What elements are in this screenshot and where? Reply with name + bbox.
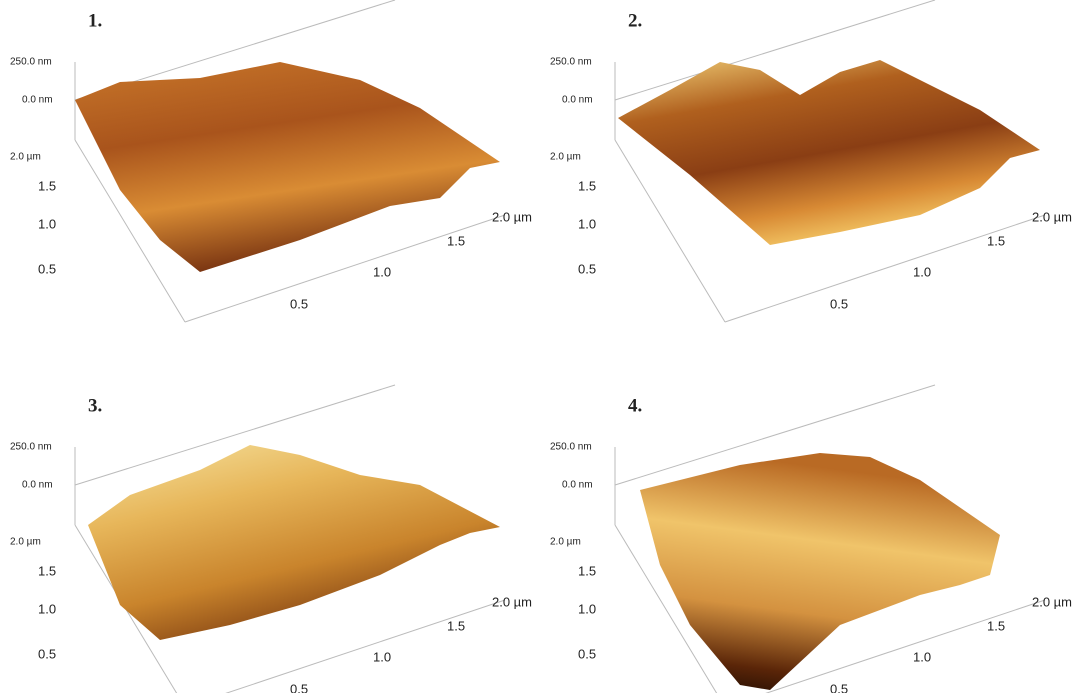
x-axis-label: 1.0 [373,264,391,279]
x-axis-label: 2.0 µm [1032,594,1072,609]
x-axis-label: 1.5 [987,233,1005,248]
y-axis-label: 0.5 [38,261,56,276]
panel-label: 1. [88,10,102,31]
y-axis-label: 1.0 [578,601,596,616]
z-axis-label: 250.0 nm [10,442,52,453]
y-axis-label: 2.0 µm [550,537,581,548]
x-axis-label: 0.5 [290,681,308,693]
y-axis-label: 1.0 [578,216,596,231]
afm-panel: 4. 250.0 nm 0.0 nm 2.0 µm 1.5 1.0 0.5 0.5 1.0 1.5… [550,385,1072,693]
x-axis-label: 1.0 [373,649,391,664]
y-axis-label: 0.5 [38,646,56,661]
x-axis-label: 2.0 µm [492,209,532,224]
afm-surface [640,453,1000,690]
y-axis-label: 2.0 µm [10,537,41,548]
y-axis-label: 0.5 [578,646,596,661]
y-axis-label: 1.0 [38,601,56,616]
x-axis-label: 1.5 [447,618,465,633]
z-axis-label: 0.0 nm [562,95,593,106]
z-axis-label: 250.0 nm [10,57,52,68]
y-axis-label: 0.5 [578,261,596,276]
x-axis-label: 0.5 [830,296,848,311]
x-axis-label: 2.0 µm [492,594,532,609]
y-axis-label: 2.0 µm [550,152,581,163]
x-axis-label: 1.0 [913,264,931,279]
x-axis-label: 2.0 µm [1032,209,1072,224]
panel-label: 3. [88,395,102,416]
figure: 1. 250.0 nm 0.0 nm 2.0 µm 1.5 1.0 0.5 0.5 1.0 1.5… [0,0,1079,693]
panel-label: 2. [628,10,642,31]
y-axis-label: 1.5 [578,563,596,578]
z-axis-label: 250.0 nm [550,57,592,68]
y-axis-label: 2.0 µm [10,152,41,163]
z-axis-label: 0.0 nm [562,480,593,491]
afm-panel: 2. 250.0 nm 0.0 nm 2.0 µm 1.5 1.0 0.5 0.5 1.0 1.5… [550,0,1072,322]
x-axis-label: 1.5 [987,618,1005,633]
y-axis-label: 1.5 [38,563,56,578]
afm-panel: 3. 250.0 nm 0.0 nm 2.0 µm 1.5 1.0 0.5 0.5 1.0 1.5… [10,385,532,693]
afm-surface [618,60,1040,245]
x-axis-label: 0.5 [290,296,308,311]
y-axis-label: 1.5 [38,178,56,193]
afm-surface [75,62,500,272]
afm-surface [88,445,500,640]
z-axis-label: 0.0 nm [22,480,53,491]
afm-panel: 1. 250.0 nm 0.0 nm 2.0 µm 1.5 1.0 0.5 0.5 1.0 1.5… [10,0,532,322]
x-axis-label: 1.0 [913,649,931,664]
x-axis-label: 1.5 [447,233,465,248]
y-axis-label: 1.0 [38,216,56,231]
panel-label: 4. [628,395,642,416]
z-axis-label: 250.0 nm [550,442,592,453]
x-axis-label: 0.5 [830,681,848,693]
y-axis-label: 1.5 [578,178,596,193]
z-axis-label: 0.0 nm [22,95,53,106]
